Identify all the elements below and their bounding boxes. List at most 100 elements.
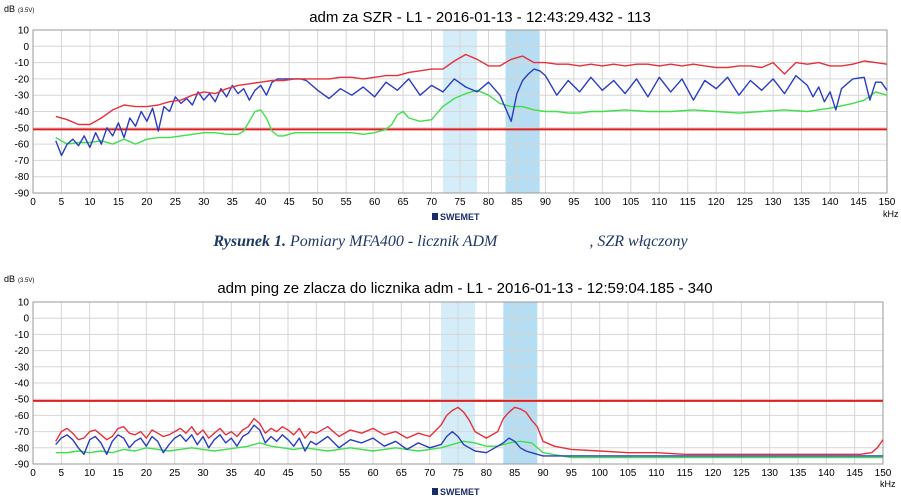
y-tick-label: -30 [15,362,30,373]
series-line-min [55,89,888,145]
y-axis-label-sub: (3.5V) [18,8,34,14]
x-tick-label: 100 [594,197,611,208]
x-tick-label: 15 [113,197,125,208]
y-tick-label: -60 [15,140,30,151]
x-tick-label: 150 [879,197,896,208]
y-tick-label: 0 [23,314,29,325]
x-tick-label: 45 [284,197,296,208]
x-tick-label: 80 [483,197,495,208]
y-tick-label: -50 [15,395,30,406]
y-tick-label: -20 [15,346,30,357]
x-tick-label: 75 [454,197,466,208]
x-tick-label: 130 [761,468,778,479]
x-tick-label: 75 [452,468,464,479]
x-axis-label: kHz [883,209,899,219]
y-axis-label: dB [4,4,15,14]
x-tick-label: 5 [59,197,65,208]
x-tick-label: 45 [282,468,294,479]
x-tick-label: 115 [677,468,693,479]
y-tick-label: -70 [15,427,30,438]
x-tick-label: 135 [790,468,807,479]
swemet-logo: SWEMET [440,487,480,497]
y-tick-label: -40 [15,379,30,390]
x-tick-label: 35 [227,197,239,208]
plot-area: 0 5 10 15 20 25 30 35 40 45 50 55 60 65 70 75 80 85 90 95 10… [15,26,896,209]
y-axis-label-sub: (3.5V) [18,278,34,284]
x-tick-label: 20 [141,468,153,479]
x-tick-label: 0 [30,468,36,479]
x-tick-label: 30 [198,197,210,208]
x-tick-label: 40 [255,197,267,208]
series-line-actual [55,68,888,157]
x-tick-label: 10 [84,197,96,208]
y-axis-label: dB [4,274,15,284]
x-tick-label: 40 [254,468,266,479]
x-tick-label: 65 [398,197,410,208]
x-tick-label: 10 [84,468,96,479]
logo-mark [432,213,438,220]
series-line-min [55,440,883,459]
x-tick-label: 70 [426,197,438,208]
y-tick-label: -80 [15,172,30,183]
series-line-actual [55,424,883,457]
caption-text: Pomiary MFA400 - licznik ADM [290,233,498,250]
x-tick-label: 55 [341,197,353,208]
x-tick-label: 140 [822,197,839,208]
chart-title: adm ping ze zlacza do licznika adm - L1 … [217,280,712,297]
swemet-logo: SWEMET [440,212,480,222]
x-tick-label: 50 [312,197,324,208]
y-tick-label: -50 [15,123,30,134]
figure-caption: Rysunek 1. Pomiary MFA400 - licznik ADM,… [0,233,901,251]
caption-prefix: Rysunek 1. [213,233,286,250]
x-tick-label: 150 [875,468,892,479]
chart-adm-za-szr: 0 5 10 15 20 25 30 35 40 45 50 55 60 65 70 75 80 85 90 95 10… [4,4,899,222]
x-tick-label: 25 [169,468,181,479]
x-tick-label: 145 [846,468,863,479]
x-tick-label: 115 [680,197,696,208]
y-tick-label: -10 [15,330,30,341]
y-tick-label: -40 [15,107,30,118]
x-tick-label: 30 [197,468,209,479]
x-tick-label: 95 [568,197,580,208]
y-tick-label: -20 [15,74,30,85]
y-tick-label: -80 [15,443,30,454]
x-tick-label: 105 [620,468,637,479]
x-tick-label: 105 [622,197,639,208]
x-tick-label: 70 [424,468,436,479]
x-tick-label: 85 [509,468,521,479]
x-tick-label: 60 [367,468,379,479]
x-tick-label: 15 [112,468,124,479]
y-tick-label: -10 [15,58,30,69]
x-tick-label: 125 [733,468,750,479]
plot-area: 0 5 10 15 20 25 30 35 40 45 50 55 60 65 70 75 80 85 90 95 10… [15,298,892,480]
x-tick-label: 95 [566,468,578,479]
plot-frame [32,29,888,194]
x-tick-label: 50 [311,468,323,479]
series-line-max [55,53,888,126]
x-axis-label: kHz [880,479,896,489]
x-tick-label: 35 [226,468,238,479]
x-tick-label: 145 [850,197,867,208]
x-tick-label: 140 [818,468,835,479]
y-tick-label: -60 [15,411,30,422]
chart-adm-ping: 0 5 10 15 20 25 30 35 40 45 50 55 60 65 70 75 80 85 90 95 10… [4,274,896,497]
chart-title: adm za SZR - L1 - 2016-01-13 - 12:43:29.… [309,9,651,26]
x-tick-label: 90 [537,468,549,479]
x-tick-label: 55 [339,468,351,479]
y-tick-label: -90 [15,189,30,200]
y-tick-label: -30 [15,91,30,102]
x-tick-label: 65 [396,468,408,479]
x-tick-label: 0 [30,197,36,208]
caption-suffix: , SZR włączony [589,233,688,250]
x-tick-label: 110 [651,197,667,208]
x-tick-label: 130 [765,197,782,208]
x-tick-label: 5 [59,468,65,479]
y-tick-label: 0 [23,42,29,53]
x-tick-label: 110 [648,468,664,479]
x-tick-label: 85 [511,197,523,208]
y-tick-label: 10 [18,26,30,37]
x-tick-label: 120 [705,468,722,479]
y-tick-label: -70 [15,156,30,167]
x-tick-label: 60 [369,197,381,208]
